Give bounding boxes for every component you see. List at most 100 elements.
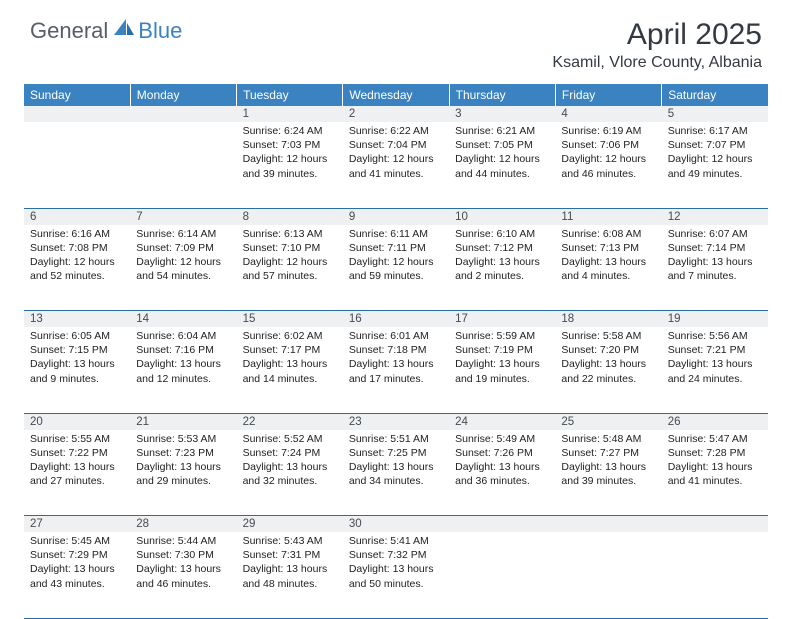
day-number-cell: 16 <box>343 311 449 328</box>
weekday-header: Saturday <box>662 84 768 106</box>
day-content: Sunrise: 6:11 AMSunset: 7:11 PMDaylight:… <box>343 225 449 288</box>
day-content: Sunrise: 6:19 AMSunset: 7:06 PMDaylight:… <box>555 122 661 185</box>
day-cell: Sunrise: 6:22 AMSunset: 7:04 PMDaylight:… <box>343 122 449 208</box>
day-cell: Sunrise: 5:56 AMSunset: 7:21 PMDaylight:… <box>662 327 768 413</box>
day-cell: Sunrise: 5:44 AMSunset: 7:30 PMDaylight:… <box>130 532 236 618</box>
day-content: Sunrise: 6:24 AMSunset: 7:03 PMDaylight:… <box>237 122 343 185</box>
day-number-row: 6789101112 <box>24 208 768 225</box>
day-content: Sunrise: 6:02 AMSunset: 7:17 PMDaylight:… <box>237 327 343 390</box>
day-cell: Sunrise: 5:41 AMSunset: 7:32 PMDaylight:… <box>343 532 449 618</box>
day-cell <box>662 532 768 618</box>
day-content: Sunrise: 5:55 AMSunset: 7:22 PMDaylight:… <box>24 430 130 493</box>
day-number-cell: 2 <box>343 106 449 122</box>
day-cell <box>130 122 236 208</box>
day-number-cell: 17 <box>449 311 555 328</box>
weekday-header: Sunday <box>24 84 130 106</box>
day-content: Sunrise: 5:43 AMSunset: 7:31 PMDaylight:… <box>237 532 343 595</box>
day-cell: Sunrise: 6:14 AMSunset: 7:09 PMDaylight:… <box>130 225 236 311</box>
day-number-row: 27282930 <box>24 516 768 533</box>
weekday-header-row: Sunday Monday Tuesday Wednesday Thursday… <box>24 84 768 106</box>
day-cell: Sunrise: 6:02 AMSunset: 7:17 PMDaylight:… <box>237 327 343 413</box>
day-number-cell: 11 <box>555 208 661 225</box>
day-number-cell: 20 <box>24 413 130 430</box>
day-content: Sunrise: 5:53 AMSunset: 7:23 PMDaylight:… <box>130 430 236 493</box>
day-content: Sunrise: 6:10 AMSunset: 7:12 PMDaylight:… <box>449 225 555 288</box>
day-content: Sunrise: 5:41 AMSunset: 7:32 PMDaylight:… <box>343 532 449 595</box>
day-cell: Sunrise: 6:05 AMSunset: 7:15 PMDaylight:… <box>24 327 130 413</box>
day-cell: Sunrise: 6:08 AMSunset: 7:13 PMDaylight:… <box>555 225 661 311</box>
day-cell: Sunrise: 5:47 AMSunset: 7:28 PMDaylight:… <box>662 430 768 516</box>
day-content-row: Sunrise: 6:05 AMSunset: 7:15 PMDaylight:… <box>24 327 768 413</box>
day-cell: Sunrise: 5:51 AMSunset: 7:25 PMDaylight:… <box>343 430 449 516</box>
day-content: Sunrise: 6:16 AMSunset: 7:08 PMDaylight:… <box>24 225 130 288</box>
day-number-cell <box>662 516 768 533</box>
day-number-cell: 30 <box>343 516 449 533</box>
day-number-cell: 27 <box>24 516 130 533</box>
day-cell: Sunrise: 5:45 AMSunset: 7:29 PMDaylight:… <box>24 532 130 618</box>
day-cell: Sunrise: 6:04 AMSunset: 7:16 PMDaylight:… <box>130 327 236 413</box>
day-cell: Sunrise: 6:10 AMSunset: 7:12 PMDaylight:… <box>449 225 555 311</box>
day-number-cell <box>449 516 555 533</box>
day-number-cell: 18 <box>555 311 661 328</box>
title-block: April 2025 Ksamil, Vlore County, Albania <box>552 18 762 72</box>
day-cell: Sunrise: 5:59 AMSunset: 7:19 PMDaylight:… <box>449 327 555 413</box>
day-number-cell: 21 <box>130 413 236 430</box>
day-content: Sunrise: 6:07 AMSunset: 7:14 PMDaylight:… <box>662 225 768 288</box>
day-number-cell: 5 <box>662 106 768 122</box>
day-cell: Sunrise: 6:01 AMSunset: 7:18 PMDaylight:… <box>343 327 449 413</box>
day-content: Sunrise: 5:56 AMSunset: 7:21 PMDaylight:… <box>662 327 768 390</box>
day-content: Sunrise: 6:04 AMSunset: 7:16 PMDaylight:… <box>130 327 236 390</box>
day-number-cell: 6 <box>24 208 130 225</box>
day-cell: Sunrise: 6:17 AMSunset: 7:07 PMDaylight:… <box>662 122 768 208</box>
day-number-cell: 28 <box>130 516 236 533</box>
day-content: Sunrise: 5:48 AMSunset: 7:27 PMDaylight:… <box>555 430 661 493</box>
logo: General Blue <box>30 18 182 44</box>
day-number-cell: 9 <box>343 208 449 225</box>
day-number-cell: 4 <box>555 106 661 122</box>
day-content: Sunrise: 5:59 AMSunset: 7:19 PMDaylight:… <box>449 327 555 390</box>
day-number-row: 20212223242526 <box>24 413 768 430</box>
day-number-cell: 8 <box>237 208 343 225</box>
day-cell: Sunrise: 6:13 AMSunset: 7:10 PMDaylight:… <box>237 225 343 311</box>
weekday-header: Wednesday <box>343 84 449 106</box>
day-number-cell: 24 <box>449 413 555 430</box>
day-number-cell <box>555 516 661 533</box>
location-text: Ksamil, Vlore County, Albania <box>552 54 762 72</box>
weekday-header: Monday <box>130 84 236 106</box>
logo-text-general: General <box>30 18 108 44</box>
day-content: Sunrise: 6:22 AMSunset: 7:04 PMDaylight:… <box>343 122 449 185</box>
day-cell: Sunrise: 6:21 AMSunset: 7:05 PMDaylight:… <box>449 122 555 208</box>
day-content: Sunrise: 6:08 AMSunset: 7:13 PMDaylight:… <box>555 225 661 288</box>
logo-sail-icon <box>112 17 136 42</box>
day-content: Sunrise: 5:44 AMSunset: 7:30 PMDaylight:… <box>130 532 236 595</box>
day-number-cell: 7 <box>130 208 236 225</box>
day-content: Sunrise: 6:01 AMSunset: 7:18 PMDaylight:… <box>343 327 449 390</box>
day-number-cell <box>24 106 130 122</box>
day-cell: Sunrise: 5:48 AMSunset: 7:27 PMDaylight:… <box>555 430 661 516</box>
day-cell: Sunrise: 6:16 AMSunset: 7:08 PMDaylight:… <box>24 225 130 311</box>
day-content: Sunrise: 6:05 AMSunset: 7:15 PMDaylight:… <box>24 327 130 390</box>
day-content: Sunrise: 6:17 AMSunset: 7:07 PMDaylight:… <box>662 122 768 185</box>
day-cell: Sunrise: 5:52 AMSunset: 7:24 PMDaylight:… <box>237 430 343 516</box>
day-number-cell: 13 <box>24 311 130 328</box>
day-content: Sunrise: 5:52 AMSunset: 7:24 PMDaylight:… <box>237 430 343 493</box>
day-content: Sunrise: 6:21 AMSunset: 7:05 PMDaylight:… <box>449 122 555 185</box>
day-content: Sunrise: 5:58 AMSunset: 7:20 PMDaylight:… <box>555 327 661 390</box>
logo-text-blue: Blue <box>138 18 182 44</box>
day-content: Sunrise: 6:14 AMSunset: 7:09 PMDaylight:… <box>130 225 236 288</box>
day-cell: Sunrise: 6:24 AMSunset: 7:03 PMDaylight:… <box>237 122 343 208</box>
day-content: Sunrise: 5:45 AMSunset: 7:29 PMDaylight:… <box>24 532 130 595</box>
day-content: Sunrise: 6:13 AMSunset: 7:10 PMDaylight:… <box>237 225 343 288</box>
day-cell: Sunrise: 6:07 AMSunset: 7:14 PMDaylight:… <box>662 225 768 311</box>
day-number-row: 12345 <box>24 106 768 122</box>
weekday-header: Thursday <box>449 84 555 106</box>
day-number-cell: 12 <box>662 208 768 225</box>
day-content: Sunrise: 5:49 AMSunset: 7:26 PMDaylight:… <box>449 430 555 493</box>
day-content: Sunrise: 5:47 AMSunset: 7:28 PMDaylight:… <box>662 430 768 493</box>
day-cell: Sunrise: 6:11 AMSunset: 7:11 PMDaylight:… <box>343 225 449 311</box>
header: General Blue April 2025 Ksamil, Vlore Co… <box>0 0 792 80</box>
day-number-cell: 22 <box>237 413 343 430</box>
day-content-row: Sunrise: 5:45 AMSunset: 7:29 PMDaylight:… <box>24 532 768 618</box>
day-cell <box>449 532 555 618</box>
day-number-cell: 19 <box>662 311 768 328</box>
